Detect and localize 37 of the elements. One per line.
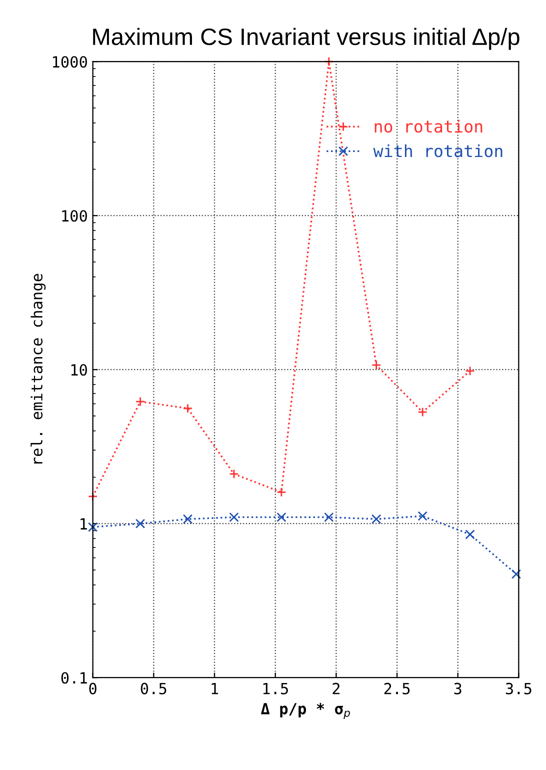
- x-tick-label: 3.5: [506, 682, 532, 694]
- x-tick-label: 0: [89, 682, 96, 694]
- point: [371, 514, 382, 524]
- y-axis-title: rel. emittance change: [30, 274, 46, 464]
- point: [324, 512, 334, 522]
- point: [324, 56, 334, 66]
- y-tick-label: 1000: [53, 56, 87, 68]
- point: [135, 518, 146, 528]
- point: [465, 366, 475, 376]
- point: [182, 514, 193, 524]
- point: [88, 492, 98, 502]
- point: [276, 487, 286, 498]
- point: [371, 360, 382, 370]
- point: [418, 511, 428, 521]
- x-axis-title: Δ p/p * σ$_{p}$: [260, 702, 350, 719]
- point: [182, 404, 193, 414]
- point: [88, 522, 98, 532]
- legend-label: no rotation: [374, 120, 482, 133]
- y-tick-label: 10: [71, 364, 87, 376]
- x-tick-label: 3: [454, 682, 462, 694]
- point: [465, 530, 475, 540]
- point: [229, 469, 239, 479]
- x-tick-label: 2.5: [384, 682, 410, 694]
- chart-title: Maximum CS Invariant versus initial Δp/p: [93, 28, 520, 50]
- point: [276, 512, 286, 522]
- x-tick-label: 2: [332, 682, 340, 694]
- y-tick-label: 0.1: [61, 672, 87, 684]
- x-tick-label: 1: [212, 683, 218, 694]
- point: [511, 569, 522, 579]
- y-tick-label: 1: [80, 518, 87, 530]
- x-tick-label: 0.5: [140, 682, 166, 694]
- point: [135, 396, 146, 406]
- point: [418, 407, 428, 417]
- y-tick-label: 100: [62, 210, 87, 222]
- legend-label: with rotation: [373, 144, 502, 158]
- x-tick-label: 1.5: [263, 683, 288, 694]
- point: [229, 512, 239, 522]
